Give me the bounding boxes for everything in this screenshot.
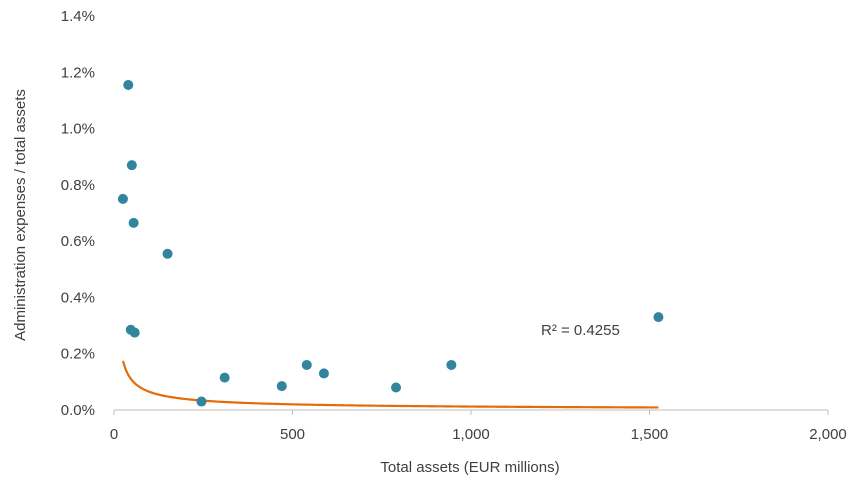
y-tick-label: 0.8%	[61, 177, 95, 194]
data-point	[301, 359, 312, 370]
data-point	[196, 396, 207, 407]
y-tick-label: 1.0%	[61, 121, 95, 138]
y-tick-label: 1.2%	[61, 64, 95, 81]
y-tick-label: 0.6%	[61, 233, 95, 250]
data-point	[126, 160, 137, 171]
y-axis-ticks: 0.0% 0.2% 0.4% 0.6% 0.8% 1.0% 1.2% 1.4%	[61, 8, 95, 419]
data-point	[123, 79, 134, 90]
y-tick-label: 1.4%	[61, 8, 95, 25]
data-point	[653, 312, 664, 323]
y-tick-label: 0.0%	[61, 402, 95, 419]
x-tick-label: 2,000	[809, 426, 847, 443]
data-point	[318, 368, 329, 379]
x-tick-label: 0	[110, 426, 118, 443]
y-tick-label: 0.4%	[61, 289, 95, 306]
data-point	[219, 372, 230, 383]
x-tick-label: 500	[280, 426, 305, 443]
trendline	[121, 360, 659, 409]
x-tick-label: 1,500	[631, 426, 669, 443]
data-point	[391, 382, 402, 393]
trendline-group	[121, 360, 659, 409]
x-axis: 0 500 1,000 1,500 2,000	[110, 409, 847, 443]
data-points	[117, 79, 664, 407]
data-point	[446, 359, 457, 370]
data-point	[276, 381, 287, 392]
x-axis-title: Total assets (EUR millions)	[380, 459, 559, 476]
data-point	[128, 217, 139, 228]
y-tick-label: 0.2%	[61, 346, 95, 363]
data-point	[117, 193, 128, 204]
data-point	[129, 327, 140, 338]
x-tick-label: 1,000	[452, 426, 490, 443]
data-point	[162, 248, 173, 259]
r-squared-label: R² = 0.4255	[541, 322, 620, 339]
y-axis-title: Administration expenses / total assets	[12, 89, 29, 341]
